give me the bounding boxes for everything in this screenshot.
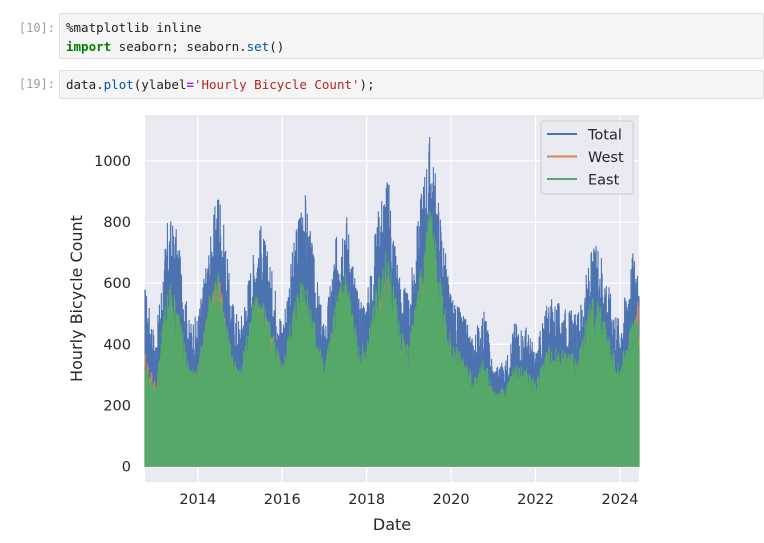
x-axis-label: Date <box>373 515 411 534</box>
y-tick-label: 0 <box>122 460 131 476</box>
y-tick-label: 400 <box>103 337 131 353</box>
code-editor[interactable]: %matplotlib inline import seaborn; seabor… <box>59 13 764 59</box>
code-cell-1[interactable]: [10]: %matplotlib inline import seaborn; … <box>0 13 764 59</box>
code-token: plot <box>103 77 134 92</box>
y-tick-label: 600 <box>103 276 131 292</box>
code-token: (ylabel <box>133 77 187 92</box>
code-line: import seaborn; seaborn.set() <box>66 37 757 56</box>
x-tick-label: 2018 <box>348 492 385 508</box>
cell-prompt: [19]: <box>18 77 55 91</box>
code-token: () <box>269 39 285 54</box>
cell-prompt: [10]: <box>18 21 55 35</box>
code-token: %matplotlib inline <box>66 20 202 35</box>
legend-label-west: West <box>588 150 624 166</box>
legend-box <box>540 120 634 195</box>
code-token: = <box>186 77 194 92</box>
y-tick-label: 800 <box>103 215 131 231</box>
bicycle-count-chart: 0 200 400 600 800 1000 2014 2016 2018 2020 2022 202… <box>67 115 640 534</box>
legend-label-east: East <box>588 173 620 189</box>
code-line: %matplotlib inline <box>66 18 757 37</box>
x-tick-label: 2024 <box>602 492 639 508</box>
code-token: seaborn; seaborn. <box>111 39 247 54</box>
y-axis-label: Hourly Bicycle Count <box>67 215 86 382</box>
code-cell-2[interactable]: [19]: data.plot(ylabel='Hourly Bicycle C… <box>0 70 764 99</box>
legend-label-total: Total <box>587 128 622 144</box>
code-editor[interactable]: data.plot(ylabel='Hourly Bicycle Count')… <box>59 70 764 99</box>
code-token: ); <box>359 77 375 92</box>
code-token: import <box>66 39 112 54</box>
code-token: data. <box>66 77 104 92</box>
x-tick-label: 2022 <box>517 492 554 508</box>
y-tick-label: 200 <box>103 399 131 415</box>
code-line: data.plot(ylabel='Hourly Bicycle Count')… <box>66 75 757 94</box>
series-line-east <box>144 210 640 467</box>
code-token: 'Hourly Bicycle Count' <box>193 77 360 92</box>
x-tick-label: 2020 <box>433 492 470 508</box>
x-tick-label: 2016 <box>264 492 301 508</box>
x-tick-label: 2014 <box>179 492 216 508</box>
legend: Total West East <box>540 120 634 195</box>
y-tick-label: 1000 <box>94 154 131 170</box>
code-token: set <box>246 39 270 54</box>
